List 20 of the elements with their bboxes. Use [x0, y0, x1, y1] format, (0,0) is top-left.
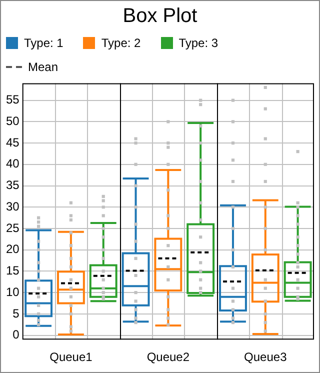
y-tick-label: 15 [6, 264, 20, 278]
y-tick-label: 40 [6, 156, 20, 171]
y-tick-label: 45 [6, 135, 20, 150]
legend-label: Type: 3 [178, 36, 218, 50]
chart-title: Box Plot [122, 5, 198, 28]
legend-label: Type: 1 [24, 36, 64, 50]
y-tick-label: 10 [6, 284, 20, 299]
y-tick-label: 25 [6, 220, 20, 235]
legend-label: Type: 2 [101, 36, 141, 50]
x-tick-label: Queue1 [50, 350, 93, 364]
text: Mean [28, 60, 58, 74]
x-tick-label: Queue3 [244, 350, 288, 364]
y-tick-label: 35 [6, 178, 20, 192]
y-tick-label: 5 [12, 306, 20, 320]
y-tick-label: 50 [6, 114, 20, 128]
x-tick-label: Queue2 [146, 350, 190, 364]
y-tick-label: 0 [12, 328, 20, 342]
y-tick-label: 55 [6, 92, 20, 107]
y-tick-label: 30 [6, 199, 20, 214]
y-tick-label: 20 [6, 242, 20, 256]
